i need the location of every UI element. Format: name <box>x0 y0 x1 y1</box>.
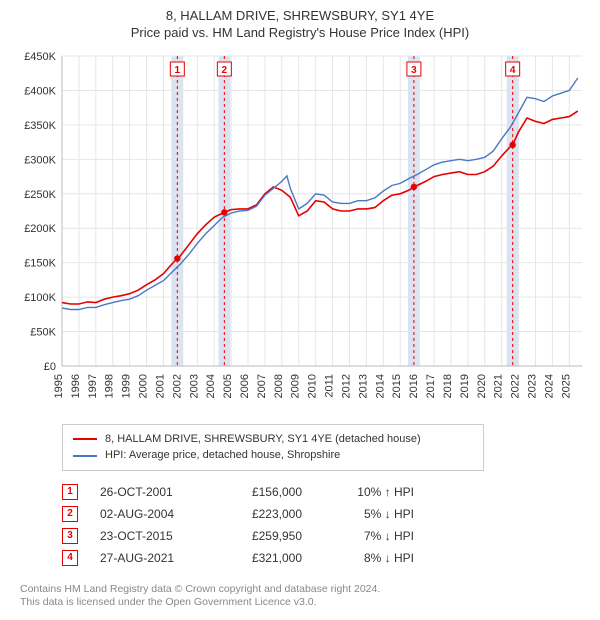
chart-area: £0 £50K £100K £150K £200K £250K £300K £350K £400… <box>10 48 590 418</box>
transaction-price: £259,950 <box>222 529 302 543</box>
legend-label: HPI: Average price, detached house, Shro… <box>105 447 340 464</box>
transaction-marker: 1 <box>62 484 78 500</box>
transaction-diff: 8% ↓ HPI <box>324 551 414 565</box>
transaction-date: 26-OCT-2001 <box>100 485 200 499</box>
svg-text:£200K: £200K <box>24 223 56 235</box>
title-address: 8, HALLAM DRIVE, SHREWSBURY, SY1 4YE <box>10 8 590 25</box>
svg-text:4: 4 <box>510 65 516 76</box>
svg-text:2020: 2020 <box>476 374 488 398</box>
svg-text:1: 1 <box>175 65 181 76</box>
transaction-price: £223,000 <box>222 507 302 521</box>
svg-text:2022: 2022 <box>510 374 522 398</box>
svg-text:1998: 1998 <box>104 374 116 398</box>
svg-text:2021: 2021 <box>493 374 505 398</box>
svg-text:2019: 2019 <box>459 374 471 398</box>
svg-text:1999: 1999 <box>121 374 133 398</box>
svg-text:£0: £0 <box>44 361 56 373</box>
svg-text:2: 2 <box>222 65 228 76</box>
svg-text:£450K: £450K <box>24 51 56 63</box>
svg-text:£150K: £150K <box>24 257 56 269</box>
transaction-row: 3 23-OCT-2015 £259,950 7% ↓ HPI <box>62 525 462 547</box>
transaction-diff: 5% ↓ HPI <box>324 507 414 521</box>
svg-text:£250K: £250K <box>24 189 56 201</box>
svg-text:2011: 2011 <box>324 374 336 398</box>
svg-text:2005: 2005 <box>222 374 234 398</box>
transaction-row: 2 02-AUG-2004 £223,000 5% ↓ HPI <box>62 503 462 525</box>
svg-text:£400K: £400K <box>24 85 56 97</box>
svg-text:2017: 2017 <box>425 374 437 398</box>
transaction-row: 4 27-AUG-2021 £321,000 8% ↓ HPI <box>62 547 462 569</box>
transaction-marker: 3 <box>62 528 78 544</box>
legend-row: HPI: Average price, detached house, Shro… <box>73 447 473 464</box>
svg-text:2024: 2024 <box>543 374 555 398</box>
transaction-marker: 2 <box>62 506 78 522</box>
legend-row: 8, HALLAM DRIVE, SHREWSBURY, SY1 4YE (de… <box>73 431 473 448</box>
transaction-diff: 7% ↓ HPI <box>324 529 414 543</box>
legend-swatch <box>73 455 97 457</box>
svg-text:2014: 2014 <box>374 374 386 398</box>
svg-text:£350K: £350K <box>24 120 56 132</box>
svg-text:2016: 2016 <box>408 374 420 398</box>
svg-text:3: 3 <box>411 65 417 76</box>
transaction-date: 27-AUG-2021 <box>100 551 200 565</box>
svg-text:£50K: £50K <box>30 326 56 338</box>
transaction-marker: 4 <box>62 550 78 566</box>
transaction-price: £321,000 <box>222 551 302 565</box>
svg-text:£100K: £100K <box>24 292 56 304</box>
footnote-line1: Contains HM Land Registry data © Crown c… <box>20 583 590 597</box>
title-block: 8, HALLAM DRIVE, SHREWSBURY, SY1 4YE Pri… <box>10 8 590 42</box>
svg-text:1995: 1995 <box>53 374 65 398</box>
svg-text:2003: 2003 <box>188 374 200 398</box>
svg-text:2023: 2023 <box>526 374 538 398</box>
svg-text:1997: 1997 <box>87 374 99 398</box>
chart-container: 8, HALLAM DRIVE, SHREWSBURY, SY1 4YE Pri… <box>0 0 600 620</box>
footnote: Contains HM Land Registry data © Crown c… <box>20 583 590 610</box>
svg-text:2006: 2006 <box>239 374 251 398</box>
svg-text:1996: 1996 <box>70 374 82 398</box>
footnote-line2: This data is licensed under the Open Gov… <box>20 596 590 610</box>
svg-text:2018: 2018 <box>442 374 454 398</box>
svg-text:2002: 2002 <box>171 374 183 398</box>
line-chart-svg: £0 £50K £100K £150K £200K £250K £300K £350K £400… <box>10 48 590 418</box>
legend-swatch <box>73 438 97 440</box>
svg-text:2010: 2010 <box>307 374 319 398</box>
svg-text:2015: 2015 <box>391 374 403 398</box>
svg-text:2025: 2025 <box>560 374 572 398</box>
title-subtitle: Price paid vs. HM Land Registry's House … <box>10 25 590 42</box>
svg-text:2000: 2000 <box>138 374 150 398</box>
legend: 8, HALLAM DRIVE, SHREWSBURY, SY1 4YE (de… <box>62 424 484 471</box>
svg-text:2013: 2013 <box>357 374 369 398</box>
svg-text:2007: 2007 <box>256 374 268 398</box>
svg-text:£300K: £300K <box>24 154 56 166</box>
transactions-table: 1 26-OCT-2001 £156,000 10% ↑ HPI 2 02-AUG-200… <box>62 481 462 569</box>
transaction-date: 02-AUG-2004 <box>100 507 200 521</box>
svg-text:2012: 2012 <box>340 374 352 398</box>
svg-text:2008: 2008 <box>273 374 285 398</box>
legend-label: 8, HALLAM DRIVE, SHREWSBURY, SY1 4YE (de… <box>105 431 421 448</box>
transaction-price: £156,000 <box>222 485 302 499</box>
svg-text:2004: 2004 <box>205 374 217 398</box>
transaction-diff: 10% ↑ HPI <box>324 485 414 499</box>
svg-text:2009: 2009 <box>290 374 302 398</box>
transaction-date: 23-OCT-2015 <box>100 529 200 543</box>
transaction-row: 1 26-OCT-2001 £156,000 10% ↑ HPI <box>62 481 462 503</box>
svg-text:2001: 2001 <box>154 374 166 398</box>
